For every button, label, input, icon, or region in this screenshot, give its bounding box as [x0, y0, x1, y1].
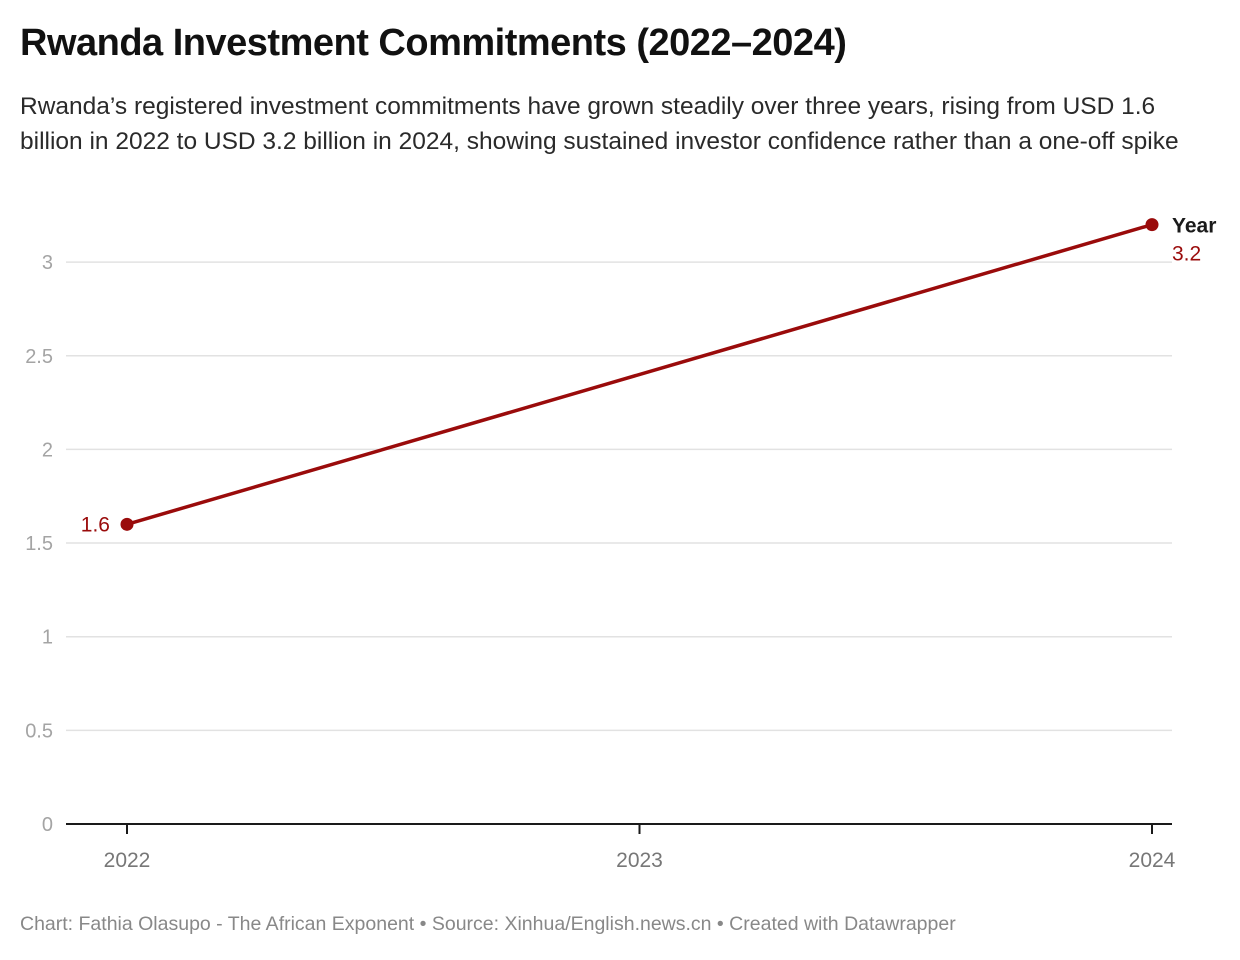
data-label-last: 3.2 [1172, 243, 1201, 266]
series-name-label: Year [1172, 215, 1216, 238]
y-tick-label: 2 [42, 439, 53, 461]
x-axis: 2022 2023 2024 [66, 823, 1176, 872]
data-point [1145, 218, 1159, 232]
chart-footer-credits: Chart: Fathia Olasupo - The African Expo… [20, 913, 956, 935]
y-tick-label: 1 [42, 627, 53, 649]
x-tick-label: 2023 [616, 849, 663, 872]
y-tick-label: 1.5 [25, 533, 53, 555]
y-tick-label: 0.5 [25, 720, 53, 742]
chart-title: Rwanda Investment Commitments (2022–2024… [20, 22, 847, 64]
y-axis-ticks: 0 0.5 1 1.5 2 2.5 3 [25, 252, 53, 836]
x-tick-label: 2024 [1129, 849, 1176, 872]
data-point [120, 517, 134, 531]
y-tick-label: 2.5 [25, 346, 53, 368]
series-line [125, 222, 1154, 527]
x-tick-label: 2022 [104, 849, 151, 872]
chart-subtitle: Rwanda’s registered investment commitmen… [20, 93, 1179, 155]
gridlines [66, 261, 1172, 732]
data-labels: 1.6 Year 3.2 [81, 215, 1217, 537]
y-tick-label: 3 [42, 252, 53, 274]
series-year [120, 218, 1159, 531]
data-label-first: 1.6 [81, 513, 110, 536]
y-tick-label: 0 [42, 814, 53, 836]
